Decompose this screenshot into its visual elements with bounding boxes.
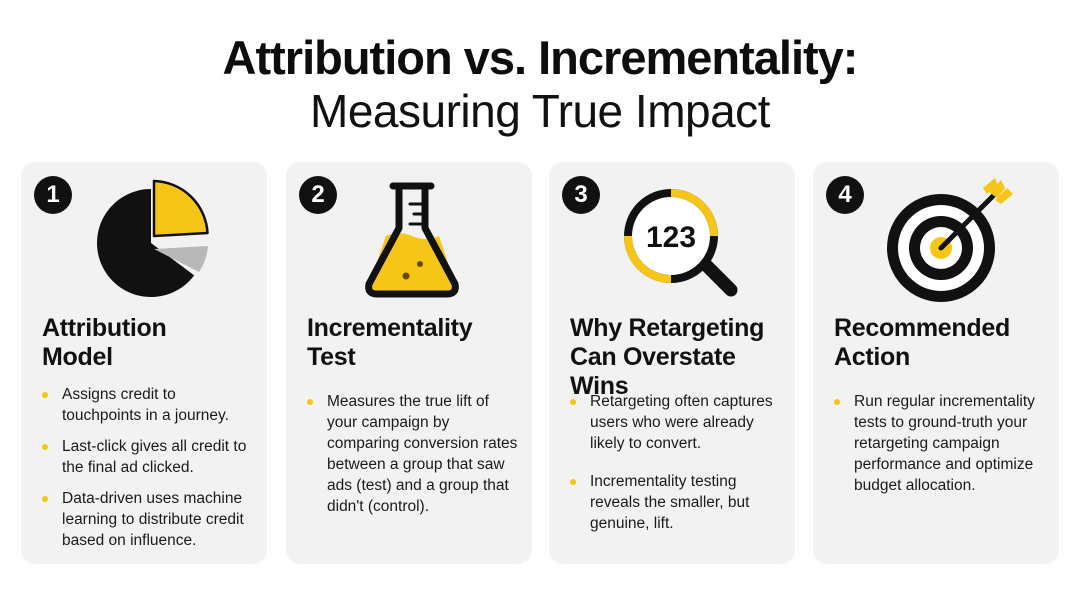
card-title: Recommended Action [834,314,1010,371]
card-incrementality-test: 2 Incrementality Test Measures the true … [286,162,532,564]
step-number-badge: 2 [299,176,337,214]
bullet-dot [834,399,840,405]
card-attribution-model: 1 Attribution Model Assigns credit to to… [21,162,267,564]
list-item: Incrementality testing reveals the small… [570,471,785,534]
step-number-badge: 4 [826,176,864,214]
bullet-list: Retargeting often captures users who wer… [570,391,785,551]
card-title: Why Retargeting Can Overstate Wins [570,314,765,400]
bullet-list: Assigns credit to touchpoints in a journ… [42,384,257,561]
card-recommended-action: 4 Recommended Action Run regular increme… [813,162,1059,564]
list-item: Retargeting often captures users who wer… [570,391,785,454]
pie-chart-icon [97,179,209,297]
bullet-list: Measures the true lift of your campaign … [307,391,522,527]
list-item: Run regular incrementality tests to grou… [834,391,1049,496]
magnifier-icon: 123 [624,189,738,297]
card-why-retargeting: 3 123 Why Retargeting Can Overstate Wins… [549,162,795,564]
bullet-dot [42,444,48,450]
magnifier-number: 123 [646,221,696,254]
bullet-dot [42,392,48,398]
card-title: Attribution Model [42,314,167,371]
list-item: Assigns credit to touchpoints in a journ… [42,384,257,426]
bullet-dot [42,496,48,502]
step-number-badge: 1 [34,176,72,214]
bullet-dot [570,399,576,405]
bullet-dot [307,399,313,405]
bullet-list: Run regular incrementality tests to grou… [834,391,1049,506]
step-number-badge: 3 [562,176,600,214]
page-title: Attribution vs. Incrementality: [222,31,859,84]
list-item: Measures the true lift of your campaign … [307,391,522,517]
page-subtitle: Measuring True Impact [310,85,770,137]
flask-icon [365,182,459,298]
list-item: Last-click gives all credit to the final… [42,436,257,478]
card-title: Incrementality Test [307,314,473,371]
bullet-dot [570,479,576,485]
list-item: Data-driven uses machine learning to dis… [42,488,257,551]
target-icon [887,178,1013,302]
